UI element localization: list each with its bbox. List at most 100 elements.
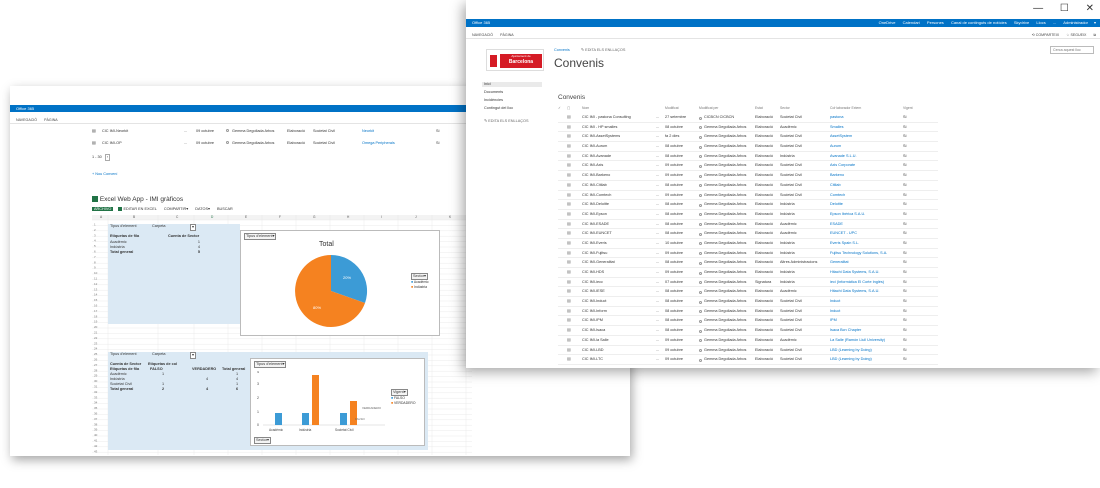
row-modified-by[interactable]: CICBCN CICBCN	[704, 115, 735, 119]
column-chart[interactable]: Tipus d'element▾ 0 1 2 3 4 Acadèmic Indú…	[250, 358, 425, 446]
list-row[interactable]: ▤... CIC IMI-Avanade 08 octubre Gemma Degol…	[558, 152, 938, 162]
maximize-icon[interactable]: ☐	[1059, 3, 1069, 14]
row-name[interactable]: CIC IMI-Aurum	[582, 144, 608, 149]
row-modified-by[interactable]: Gemma Degollada Arbos	[704, 299, 747, 304]
row-by[interactable]: Gemma Degollada Arbos	[232, 129, 275, 133]
row-name[interactable]: CIC IMI-EUNCET	[582, 231, 612, 236]
row-collab[interactable]: LBD (Learning by Doing)	[830, 347, 872, 352]
suitebar-link-calendar[interactable]: Calendari	[902, 20, 920, 25]
list-row[interactable]: ▤... CIC IMI-Everis 10 octubre Gemma Degoll…	[558, 239, 938, 249]
row-menu-icon[interactable]: ...	[656, 318, 660, 323]
col-header-state[interactable]: Estat	[755, 106, 763, 110]
row-name[interactable]: CIC IMI-Neorkit	[102, 129, 129, 133]
row-collab[interactable]: Hitachi Data Systems, S.A.U.	[830, 289, 880, 294]
suitebar-link-onedrive[interactable]: OneDrive	[878, 20, 896, 25]
row-modified-by[interactable]: Gemma Degollada Arbos	[704, 337, 747, 342]
row-modified-by[interactable]: Gemma Degollada Arbos	[704, 173, 747, 178]
row-collab[interactable]: Aurum	[830, 144, 842, 149]
column-header[interactable]: K	[449, 215, 452, 219]
edit-nav-link[interactable]: EDITA ELS ENLLAÇOS	[488, 119, 529, 123]
row-collab[interactable]: Induct	[830, 308, 841, 313]
row-name[interactable]: CIC IMI-HDS	[582, 270, 605, 274]
row-menu-icon[interactable]: ...	[656, 347, 660, 352]
row-name[interactable]: CIC IMI-OP	[102, 141, 122, 145]
row-menu-icon[interactable]: ...	[656, 357, 660, 362]
row-by[interactable]: Gemma Degollada Arbos	[232, 141, 275, 145]
axis-field-button[interactable]: Sector▾	[254, 437, 271, 444]
row-menu-icon[interactable]: ...	[656, 163, 660, 168]
row-collab[interactable]: ESADE	[830, 221, 843, 226]
list-row[interactable]: ▤... CIC IMI-iecc 07 octubre Gemma Degollad…	[558, 278, 938, 288]
row-name[interactable]: CIC IMI-Axis	[582, 163, 604, 168]
nav-item-issues[interactable]: Incidències	[484, 98, 503, 102]
row-name[interactable]: CIC IMI-Comtech	[582, 192, 612, 197]
list-row[interactable]: ▤... CIC IMI-Inform 08 octubre Gemma Degoll…	[558, 307, 938, 317]
edit-links-link[interactable]: EDITA ELS ENLLAÇOS	[585, 48, 626, 52]
share-button[interactable]: COMPARTEIX	[1035, 33, 1060, 37]
row-menu-icon[interactable]: ...	[656, 308, 660, 313]
row-menu-icon[interactable]: ...	[656, 144, 660, 149]
row-name[interactable]: CIC IMI-Fujitsu	[582, 250, 608, 255]
row-collab[interactable]: AssetSystem	[830, 134, 853, 139]
nav-item-documents[interactable]: Documents	[484, 90, 504, 94]
row-name[interactable]: CIC IMI-Isaca	[582, 328, 606, 333]
site-logo[interactable]: Ajuntament de Barcelona	[486, 49, 544, 71]
next-page-icon[interactable]: ›	[104, 154, 111, 161]
data-button[interactable]: DATOS	[195, 207, 208, 211]
list-row[interactable]: ▤... CIC IMI-Fujitsu 09 octubre Gemma Degol…	[558, 249, 938, 259]
row-collab[interactable]: IPM	[830, 318, 837, 323]
ribbon-tab-page[interactable]: PÀGINA	[500, 33, 514, 37]
list-row[interactable]: ▤... CIC IMI-EUNCET 08 octubre Gemma Degoll…	[558, 229, 938, 239]
row-modified-by[interactable]: Gemma Degollada Arbos	[704, 211, 747, 216]
select-all-icon[interactable]: ✓	[558, 106, 561, 110]
row-name[interactable]: CIC IMI-Deloitte	[582, 202, 610, 207]
col-header-sector[interactable]: Sector	[780, 106, 790, 110]
ribbon-tab-browse[interactable]: NAVEGACIÓ	[16, 118, 38, 122]
row-menu-icon[interactable]: ...	[656, 173, 660, 178]
row-name[interactable]: CIC IMI-Avanade	[582, 153, 612, 158]
share-button[interactable]: COMPARTIR	[163, 207, 187, 211]
row-menu-icon[interactable]: ...	[656, 182, 660, 187]
row-name[interactable]: CIC IMI-LTC	[582, 357, 604, 362]
list-title[interactable]: Convenis	[558, 94, 586, 101]
row-modified-by[interactable]: Gemma Degollada Arbos	[704, 202, 747, 207]
pivot-filter-value[interactable]: Carpeta	[152, 352, 166, 356]
list-row[interactable]: ▤... CIC IMI-Citilab 08 octubre Gemma Degol…	[558, 181, 938, 191]
row-modified-by[interactable]: Gemma Degollada Arbos	[704, 182, 747, 187]
row-modified-by[interactable]: Gemma Degollada Arbos	[704, 144, 747, 149]
list-row[interactable]: ▤... CIC IMI-Aurum 08 octubre Gemma Degolla…	[558, 142, 938, 152]
row-modified-by[interactable]: Gemma Degollada Arbos	[704, 289, 747, 294]
list-row[interactable]: ▤... CIC IMI-IPM 08 octubre Gemma Degollada…	[558, 316, 938, 327]
list-row[interactable]: ▤ CIC IMI-Neorkit ... 09 octubre Gemma D…	[92, 129, 452, 134]
row-collab[interactable]: Epson Ibérica S.A.U.	[830, 211, 866, 216]
row-menu-icon[interactable]: ...	[656, 202, 660, 207]
list-row[interactable]: ▤... CIC IMI - HP smalles 08 octubre Gemma …	[558, 123, 938, 133]
follow-button[interactable]: SEGUEIX	[1070, 33, 1087, 37]
row-modified-by[interactable]: Gemma Degollada Arbos	[704, 231, 747, 236]
close-icon[interactable]: ✕	[1085, 3, 1094, 14]
row-modified-by[interactable]: Gemma Degollada Arbos	[704, 260, 747, 265]
row-collab[interactable]: Citilab	[830, 182, 841, 187]
row-name[interactable]: CIC IMI-iecc	[582, 279, 603, 284]
row-menu-icon[interactable]: ...	[656, 211, 660, 216]
legend-filter-button[interactable]: Sector▾	[411, 273, 428, 280]
filter-icon[interactable]: ▾	[190, 224, 196, 231]
row-menu-icon[interactable]: ...	[656, 115, 660, 119]
list-row[interactable]: ▤... CIC IMI-AssetSystems fa 2 dies Gemma D…	[558, 132, 938, 143]
row-name[interactable]: CIC IMI-Everis	[582, 240, 607, 245]
row-collab[interactable]: Smalles	[830, 124, 844, 129]
suitebar-link-sites[interactable]: Llocs	[1036, 20, 1046, 25]
column-header[interactable]: I	[381, 215, 382, 219]
row-modified-by[interactable]: Gemma Degollada Arbos	[704, 347, 747, 352]
row-modified-by[interactable]: Gemma Degollada Arbos	[704, 192, 747, 197]
breadcrumb[interactable]: Convenis	[554, 48, 570, 52]
list-row[interactable]: ▤... CIC IMI-Generalitat 08 octubre Gemma D…	[558, 258, 938, 268]
row-collab[interactable]: Hitachi Data Systems, S.A.U.	[830, 270, 880, 274]
row-modified-by[interactable]: Gemma Degollada Arbos	[704, 318, 747, 323]
find-button[interactable]: BUSCAR	[216, 207, 233, 211]
row-menu-icon[interactable]: ...	[656, 134, 660, 139]
column-header[interactable]: G	[313, 215, 316, 219]
row-modified-by[interactable]: Gemma Degollada Arbos	[704, 357, 747, 362]
file-tab[interactable]: ARCHIVO	[92, 207, 114, 211]
legend-filter-button[interactable]: Vigent▾	[391, 389, 408, 396]
